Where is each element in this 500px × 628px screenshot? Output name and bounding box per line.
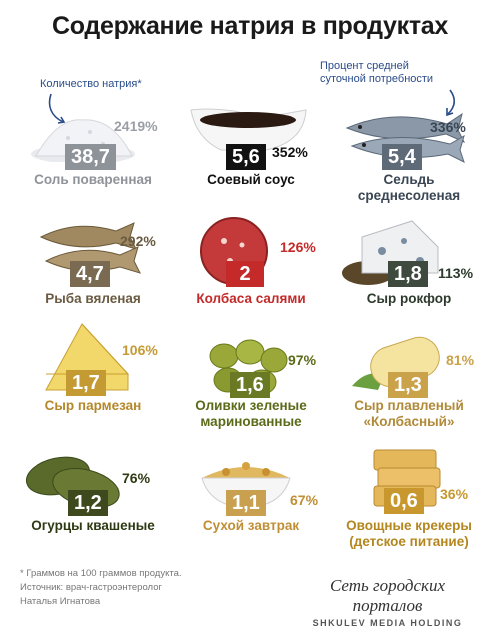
product-dried-fish-name: Рыба вяленая: [45, 291, 141, 306]
product-dried-fish: 4,7 292% Рыба вяленая: [18, 215, 168, 325]
product-crackers-value: 0,6: [384, 488, 424, 514]
product-pickles: 1,2 76% Огурцы квашеные: [18, 442, 168, 552]
product-parmesan-value: 1,7: [66, 370, 106, 396]
brand-logo-holding: SHKULEV MEDIA HOLDING: [312, 618, 463, 628]
product-roquefort-value: 1,8: [388, 261, 428, 287]
product-dried-fish-percent: 292%: [120, 233, 156, 249]
product-dry-breakfast-percent: 67%: [290, 492, 319, 508]
note-daily-percent-line2: суточной потребности: [320, 73, 434, 85]
product-olives-percent: 97%: [288, 352, 317, 368]
product-salami-name: Колбаса салями: [196, 291, 306, 306]
curved-arrow-right-icon: [446, 89, 456, 117]
product-salt-name: Соль поваренная: [34, 172, 152, 187]
product-salt-percent: 2419%: [114, 118, 158, 134]
product-crackers-name: Овощные крекеры (детское питание): [334, 518, 484, 550]
product-salami-percent: 126%: [280, 239, 316, 255]
product-parmesan: 1,7 106% Сыр пармезан: [18, 318, 168, 428]
product-soy-sauce-percent: 352%: [272, 144, 308, 160]
product-dry-breakfast: 1,1 67% Сухой завтрак: [176, 442, 326, 552]
product-crackers-name-line1: Овощные крекеры: [346, 518, 472, 533]
product-processed-cheese-name-line1: Сыр плавленый: [354, 398, 464, 413]
roquefort-cheese-icon: [342, 220, 439, 285]
product-pickles-value: 1,2: [68, 490, 108, 516]
product-crackers: 0,6 36% Овощные крекеры (детское питание…: [334, 442, 484, 552]
product-salami: 2 126% Колбаса салями: [176, 215, 326, 325]
product-olives-name-line1: Оливки зеленые: [195, 398, 307, 413]
product-soy-sauce-name: Соевый соус: [207, 172, 295, 187]
product-olives-name: Оливки зеленые маринованные: [176, 398, 326, 430]
product-processed-cheese-percent: 81%: [446, 352, 475, 368]
product-parmesan-name: Сыр пармезан: [44, 398, 142, 413]
product-processed-cheese-name: Сыр плавленый «Колбасный»: [334, 398, 484, 430]
product-parmesan-percent: 106%: [122, 342, 158, 358]
product-herring-name-line2: среднесоленая: [357, 188, 461, 203]
product-olives: 1,6 97% Оливки зеленые маринованные: [176, 318, 326, 430]
product-olives-name-line2: маринованные: [200, 414, 302, 429]
product-roquefort-name: Сыр рокфор: [366, 291, 452, 306]
product-soy-sauce: 5,6 352% Соевый соус: [176, 92, 326, 202]
sauce-boat-icon: [190, 108, 307, 151]
product-crackers-percent: 36%: [440, 486, 469, 502]
brand-logo-script: Сеть городских порталов: [329, 576, 446, 615]
product-herring-name: Сельдь среднесоленая: [334, 172, 484, 204]
product-soy-sauce-value: 5,6: [226, 144, 266, 170]
note-daily-percent: Процент средней суточной потребности: [320, 60, 433, 86]
footnote: * Граммов на 100 граммов продукта. Источ…: [20, 567, 182, 609]
product-pickles-percent: 76%: [122, 470, 151, 486]
product-processed-cheese-value: 1,3: [388, 372, 428, 398]
brand-logo: Сеть городских порталов SHKULEV MEDIA HO…: [300, 576, 475, 628]
product-processed-cheese-name-line2: «Колбасный»: [363, 414, 455, 429]
product-pickles-name: Огурцы квашеные: [31, 518, 155, 533]
product-herring-name-line1: Сельдь: [383, 172, 435, 187]
footnote-line1: * Граммов на 100 граммов продукта.: [20, 568, 182, 579]
product-dry-breakfast-value: 1,1: [226, 490, 266, 516]
product-crackers-name-line2: (детское питание): [349, 534, 469, 549]
product-salt-value: 38,7: [65, 144, 116, 170]
product-herring-value: 5,4: [382, 144, 422, 170]
footnote-line3: Наталья Игнатова: [20, 596, 101, 607]
product-salami-value: 2: [226, 261, 264, 287]
product-roquefort-percent: 113%: [438, 265, 474, 281]
product-roquefort: 1,8 113% Сыр рокфор: [334, 215, 484, 325]
product-olives-value: 1,6: [230, 372, 270, 398]
note-daily-percent-line1: Процент средней: [320, 60, 409, 72]
product-dried-fish-value: 4,7: [70, 261, 110, 287]
product-dry-breakfast-name: Сухой завтрак: [202, 518, 300, 533]
product-processed-cheese: 1,3 81% Сыр плавленый «Колбасный»: [334, 318, 484, 430]
page-title: Содержание натрия в продуктах: [52, 12, 448, 40]
product-herring-percent: 336%: [430, 119, 466, 135]
footnote-line2: Источник: врач-гастроэнтеролог: [20, 582, 162, 593]
product-herring: 5,4 336% Сельдь среднесоленая: [334, 92, 484, 204]
note-sodium-amount: Количество натрия*: [40, 78, 142, 90]
curved-arrow-left-icon: [48, 93, 66, 124]
product-salt: 38,7 2419% Соль поваренная: [18, 92, 168, 202]
